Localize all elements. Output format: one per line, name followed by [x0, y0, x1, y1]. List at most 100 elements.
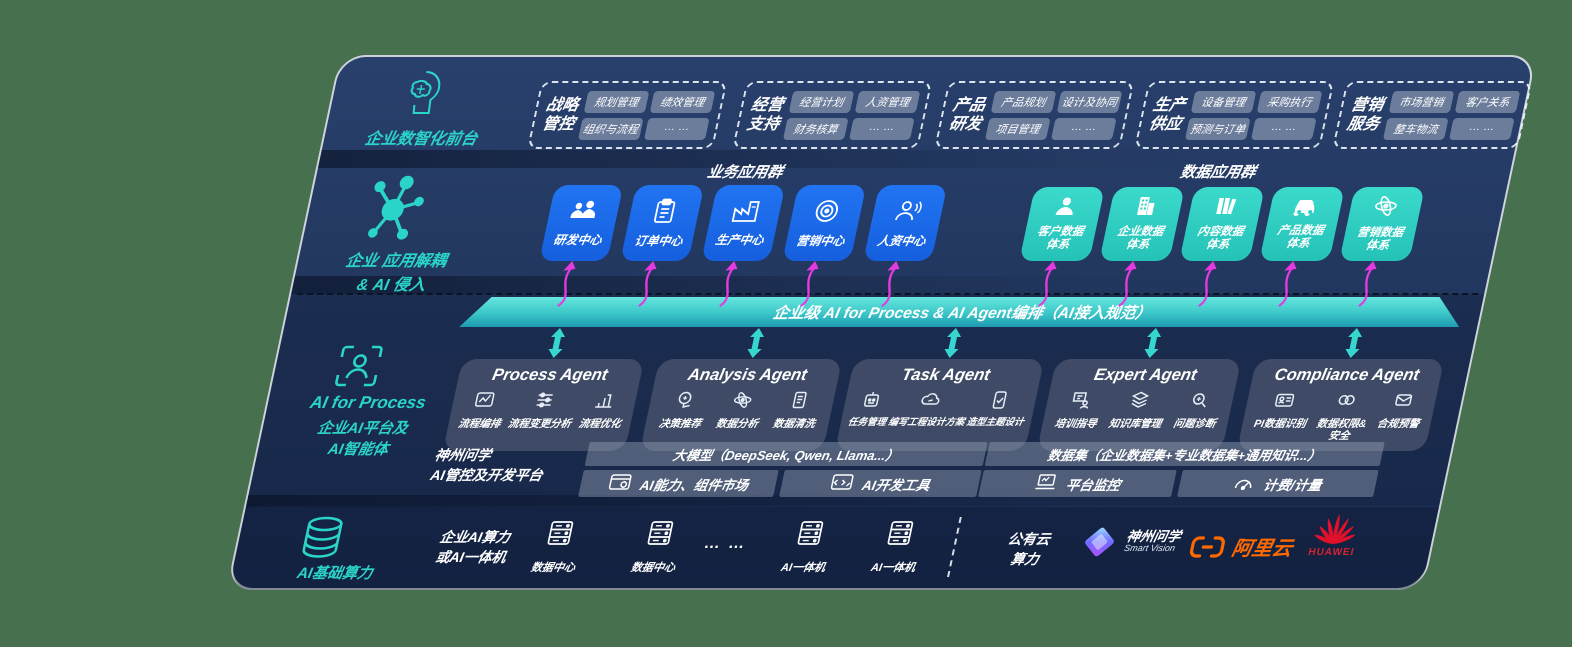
agent-box-expert: Expert Agent 培训指导 知识库管理 问题诊断	[1036, 359, 1242, 451]
target-icon	[811, 198, 843, 227]
sliders-icon	[531, 390, 556, 415]
diagnose-icon	[1186, 390, 1211, 415]
node-label: AI一体机	[779, 562, 827, 574]
flow-arrow	[881, 260, 900, 307]
tag: 组织与流程	[578, 117, 644, 140]
huawei-logo: HUAWEI	[1307, 512, 1363, 558]
data-box-customer: 客户数据 体系	[1019, 187, 1105, 261]
devtool-box: AI开发工具	[779, 470, 982, 497]
tag: 项目管理	[985, 117, 1051, 140]
billing-box: 计费/计量	[1177, 470, 1379, 497]
task-bot-icon	[859, 390, 884, 415]
agent-item-label: 培训指导	[1053, 418, 1098, 430]
decision-head-icon	[672, 390, 697, 415]
agent-title: Expert Agent	[1092, 366, 1199, 384]
person-waves-icon	[891, 198, 925, 227]
app-layer-zone-label: 企业 应用解耦 & AI 侵入	[344, 253, 449, 294]
orchestration-bar: 企业级 AI for Process & AI Agent编排（AI接入规范）	[459, 297, 1465, 327]
smartvision-logo: 神州问学 Smart Vision	[1076, 523, 1183, 561]
tag: … …	[849, 117, 915, 140]
smartvision-name: 神州问学	[1125, 528, 1183, 544]
dataset-bar: 数据集（企业数据集+专业数据集+通用知识...）	[984, 442, 1385, 466]
bidirectional-arrow	[1144, 328, 1162, 358]
tag: … …	[1449, 117, 1515, 140]
server-icon	[642, 519, 677, 552]
tag: 财务核算	[783, 117, 849, 140]
flow-arrow	[557, 260, 576, 307]
bidirectional-arrow	[1345, 328, 1363, 358]
app-box-label: 订单中心	[633, 233, 685, 248]
tag: 规划管理	[583, 90, 650, 113]
app-box-order: 订单中心	[620, 185, 705, 261]
clipboard-icon	[651, 198, 679, 227]
data-box-label: 企业数据 体系	[1116, 225, 1165, 252]
group-strategy: 战略 管控 规划管理 绩效管理 组织与流程 … …	[527, 81, 728, 149]
agent-item-label: PI数据识别	[1252, 418, 1308, 430]
workflow-chart-icon	[471, 390, 496, 415]
tag: 市场营销	[1388, 90, 1455, 113]
node-label: 数据中心	[629, 562, 677, 574]
agent-item-label: 知识库管理	[1107, 418, 1163, 430]
data-box-enterprise: 企业数据 体系	[1099, 187, 1185, 261]
atom-icon	[1370, 194, 1400, 223]
app-box-label: 研发中心	[552, 232, 604, 247]
aliyun-name: 阿里云	[1229, 538, 1295, 560]
orchestration-bar-label: 企业级 AI for Process & AI Agent编排（AI接入规范）	[771, 305, 1153, 322]
team-icon	[567, 199, 601, 226]
tag: 预测与订单	[1185, 117, 1251, 140]
data-box-content: 内容数据 体系	[1179, 187, 1265, 261]
molecule-icon	[353, 173, 435, 246]
bidirectional-arrow	[747, 328, 765, 358]
agent-item-label: 流程优化	[577, 418, 622, 430]
data-box-label: 营销数据 体系	[1355, 226, 1405, 253]
agent-item-label: 数据权限& 安全	[1315, 418, 1368, 443]
agent-title: Process Agent	[490, 366, 610, 384]
node-appliance-2: AI一体机	[856, 519, 938, 575]
devtool-box-label: AI开发工具	[860, 477, 932, 493]
model-bar: 大模型（DeepSeek, Qwen, Llama...）	[584, 442, 988, 466]
group-production: 生产 供应 设备管理 采购执行 预测与订单 … …	[1134, 81, 1335, 149]
brain-head-icon	[389, 67, 454, 126]
agent-box-process: Process Agent 流程编排 流程变更分析 流程优化	[442, 359, 645, 451]
app-box-hr: 人资中心	[863, 185, 948, 261]
agent-item-label: 编写工程设计方案	[887, 417, 966, 428]
agent-item-label: 流程编排	[457, 418, 502, 430]
data-box-label: 客户数据 体系	[1036, 225, 1085, 252]
bidirectional-arrow	[548, 328, 566, 358]
tag: 经营计划	[788, 90, 855, 113]
agent-title: Compliance Agent	[1272, 366, 1422, 384]
data-box-product: 产品数据 体系	[1259, 187, 1345, 261]
tag: 设备管理	[1190, 90, 1257, 113]
server-icon	[792, 519, 827, 552]
building-icon	[1132, 195, 1160, 222]
app-box-label: 人资中心	[876, 233, 928, 248]
aliyun-logo: 阿里云	[1186, 532, 1295, 561]
agent-box-compliance: Compliance Agent PI数据识别 数据权限& 安全 合规预警	[1236, 359, 1445, 451]
tag: … …	[1051, 117, 1117, 140]
data-box-label: 产品数据 体系	[1276, 224, 1325, 251]
design-check-icon	[987, 390, 1012, 415]
group-label: 生产 供应	[1147, 96, 1188, 133]
front-office-zone-label: 企业数智化前台	[363, 131, 479, 148]
monitor-box: 平台监控	[978, 470, 1177, 497]
node-datacenter-1: 数据中心	[516, 519, 598, 575]
tag: … …	[644, 117, 710, 140]
business-apps-title: 业务应用群	[705, 164, 785, 181]
smartvision-sub: Smart Vision	[1123, 543, 1177, 554]
optimize-icon	[592, 390, 617, 415]
layers-icon	[1127, 390, 1152, 415]
app-box-marketing: 营销中心	[782, 185, 867, 261]
monitor-box-label: 平台监控	[1064, 477, 1122, 493]
billing-box-label: 计费/计量	[1262, 477, 1324, 493]
flow-arrow	[1118, 260, 1137, 307]
agent-zone-title: AI for Process	[308, 393, 428, 412]
component-market-icon	[606, 472, 633, 495]
group-label: 经营 支持	[745, 96, 786, 133]
gauge-icon	[1232, 473, 1256, 494]
dataset-bar-label: 数据集（企业数据集+专业数据集+通用知识...）	[1046, 447, 1323, 463]
tag: 绩效管理	[649, 90, 716, 113]
flow-arrow	[1198, 260, 1217, 307]
tag: 人资管理	[854, 90, 921, 113]
platform-label: 神州问学 AI管控及开发平台	[429, 447, 545, 483]
bidirectional-arrow	[944, 328, 962, 358]
